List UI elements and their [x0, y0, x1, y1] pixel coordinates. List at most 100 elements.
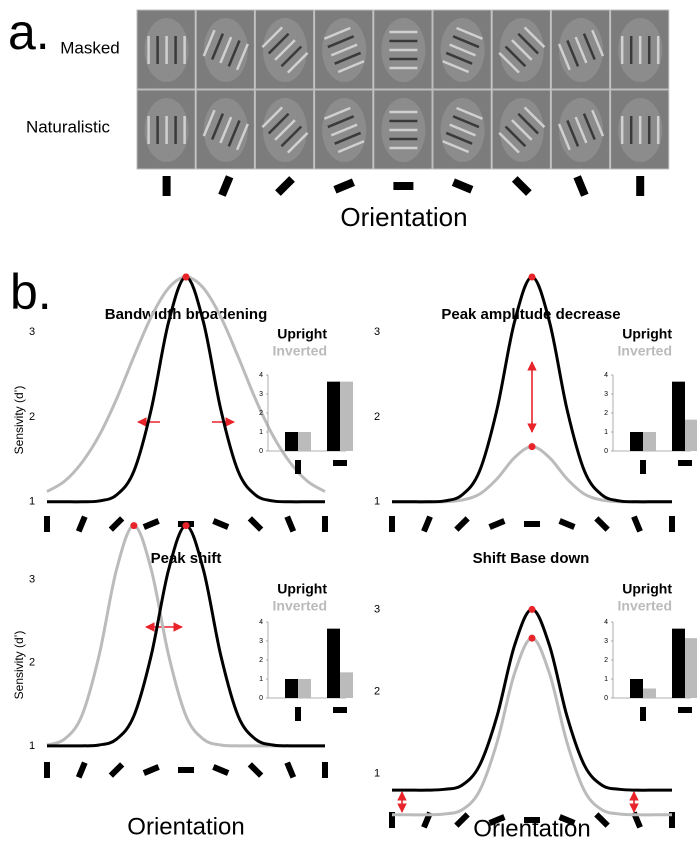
inset-tick-label: 0: [259, 448, 263, 455]
x-tick-icon: [284, 515, 297, 533]
x-tick-icon: [454, 516, 470, 532]
face-stripe: [452, 35, 480, 49]
inset-tick-label: 3: [604, 638, 608, 645]
face-stripe: [261, 26, 284, 49]
inset-tick-label: 0: [604, 448, 608, 455]
peak-dot: [182, 522, 190, 530]
inset-bar: [630, 679, 643, 698]
y-tick-label: 3: [29, 326, 35, 338]
face-stripe: [235, 43, 249, 71]
face-stripe: [334, 131, 362, 145]
inset-tick-label: 1: [259, 429, 263, 436]
orientation-icon: [636, 176, 645, 196]
legend-label: Upright: [622, 581, 672, 597]
inset-tick-label: 2: [604, 657, 608, 664]
face-stripe: [517, 32, 539, 55]
face-stripe: [449, 123, 477, 137]
face-stripe: [449, 43, 477, 57]
face-stripe: [504, 45, 527, 68]
x-tick-icon: [44, 516, 50, 532]
inset-bar: [285, 679, 298, 698]
x-tick-icon: [178, 767, 194, 773]
inset-tick-label: 3: [259, 638, 263, 645]
category-icon: [640, 460, 646, 474]
face-stripe: [442, 60, 470, 74]
chart-title: Bandwidth broadening: [105, 306, 268, 323]
inset-tick-label: 4: [604, 372, 608, 379]
category-icon: [295, 707, 301, 721]
face-stripe: [574, 116, 588, 144]
face-stripe: [327, 115, 355, 129]
face-stripe: [574, 36, 588, 64]
orientation-icon: [393, 182, 414, 190]
x-tick-icon: [488, 814, 506, 826]
x-tick-icon: [488, 518, 506, 530]
face-stripe: [511, 39, 533, 61]
orientation-icon: [162, 176, 171, 196]
y-tick-label: 1: [29, 496, 35, 508]
face-stripe: [511, 119, 533, 141]
face-stripe: [274, 119, 296, 141]
face-stripe: [557, 43, 571, 71]
face-stripe: [517, 112, 539, 135]
face-stripe: [456, 106, 483, 120]
legend-label: Inverted: [618, 343, 672, 359]
x-tick-icon: [594, 516, 610, 532]
inset-bar: [327, 381, 340, 451]
face-stripe: [267, 32, 290, 55]
inset-bar: [643, 432, 656, 451]
inset-tick-label: 1: [259, 676, 263, 683]
face-stripe: [498, 131, 520, 154]
face-stripe: [504, 125, 527, 148]
row-label: Naturalistic: [26, 117, 111, 136]
y-tick-label: 3: [29, 574, 35, 586]
face-stripe: [582, 33, 596, 60]
legend-label: Upright: [622, 326, 672, 342]
orientation-icon: [451, 178, 474, 194]
peak-dot: [528, 605, 536, 613]
y-tick-label: 3: [374, 326, 380, 338]
face-stripe: [227, 40, 241, 67]
panel-b-label: b.: [10, 264, 52, 320]
inset-tick-label: 1: [604, 429, 608, 436]
x-tick-icon: [669, 812, 675, 828]
y-tick-label: 2: [374, 411, 380, 423]
category-icon: [678, 707, 692, 713]
x-tick-icon: [558, 518, 576, 530]
x-tick-icon: [631, 515, 643, 533]
panel-a-label: a.: [8, 4, 50, 60]
inset-tick-label: 2: [604, 410, 608, 417]
orientation-icon: [573, 175, 589, 197]
face-stripe: [442, 140, 470, 154]
face-stripe: [267, 112, 290, 135]
face-stripe: [591, 109, 605, 137]
inset-tick-label: 0: [259, 695, 263, 702]
inset-bar: [672, 381, 685, 451]
peak-dot: [528, 443, 536, 451]
face-stripe: [286, 131, 309, 154]
face-stripe: [445, 51, 473, 65]
x-tick-icon: [284, 761, 297, 779]
face-stripe: [456, 26, 483, 40]
peak-dot: [182, 273, 190, 281]
x-tick-icon: [454, 812, 470, 828]
face-stripe: [280, 45, 303, 68]
x-tick-icon: [524, 521, 540, 527]
category-icon: [295, 460, 301, 474]
face-stripe: [323, 106, 351, 120]
face-stripe: [452, 115, 480, 129]
row-label: Masked: [60, 38, 120, 57]
orientation-icon: [275, 176, 295, 196]
inset-tick-label: 0: [604, 695, 608, 702]
face-stripe: [210, 33, 224, 60]
face-stripe: [286, 51, 309, 74]
face-stripe: [566, 40, 580, 67]
face-stripe: [219, 36, 233, 64]
x-tick-icon: [421, 515, 433, 533]
inset-tick-label: 3: [604, 391, 608, 398]
chart-title: Peak shift: [151, 550, 222, 567]
inset-bar: [285, 432, 298, 451]
face-stripe: [323, 26, 351, 40]
x-tick-icon: [669, 516, 675, 532]
